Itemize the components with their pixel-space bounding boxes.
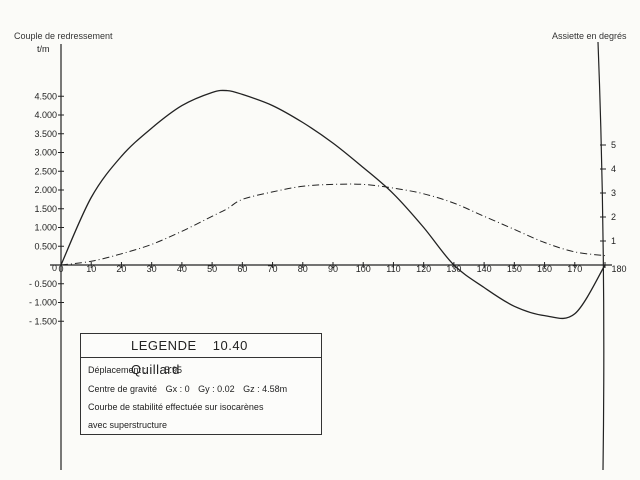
x-tick-label: 100 — [356, 264, 371, 274]
legend-note-line-1: Courbe de stabilité effectuée sur isocar… — [88, 402, 264, 412]
cog-gx: Gx : 0 — [165, 384, 190, 394]
x-tick-label: 160 — [537, 264, 552, 274]
legend-note-line-2: avec superstructure — [88, 420, 168, 430]
cog-label: Centre de gravité — [88, 384, 158, 394]
y-tick-label: 3.000 — [34, 148, 57, 158]
x-tick-label: 140 — [477, 264, 492, 274]
legend-center-of-gravity: Centre de gravité Gx : 0 Gy : 0.02 Gz : … — [88, 384, 293, 394]
right-axis-title: Assiette en degrés — [552, 31, 627, 41]
y-tick-label: - 0.500 — [29, 279, 57, 289]
x-tick-label: 40 — [177, 264, 187, 274]
chart-title: Couple de redressement — [14, 31, 113, 41]
x-tick-label: 30 — [147, 264, 157, 274]
x-tick-label: 90 — [328, 264, 338, 274]
y-tick-label: 1.000 — [34, 223, 57, 233]
y-tick-label: 4.500 — [34, 91, 57, 101]
righting-moment-curve — [60, 89, 606, 320]
deplacement-label: Déplacement : — [88, 365, 147, 375]
x-tick-label: 60 — [237, 264, 247, 274]
legend-number: 10.40 — [212, 338, 248, 353]
x-tick-label: 80 — [298, 264, 308, 274]
y-tick-label: 2.500 — [34, 166, 57, 176]
y-tick-label: 1.500 — [34, 204, 57, 214]
y-tick-label: 4.000 — [34, 110, 57, 120]
legend-deplacement: Déplacement : 5.95 — [88, 365, 188, 375]
y-tick-label: 0 — [52, 263, 57, 273]
x-tick-label: 180 — [611, 264, 626, 274]
cog-gz: Gz : 4.58m — [243, 384, 288, 394]
y-tick-label: - 1.000 — [29, 298, 57, 308]
x-tick-label: 130 — [446, 264, 461, 274]
legend-title-text: LEGENDE — [131, 338, 197, 353]
axes: 0 10 20 30 40 50 60 70 80 90 100 110 120 130 140 150 160… — [29, 41, 627, 471]
x-tick-label: 150 — [507, 264, 522, 274]
legend-title: LEGENDE 10.40 Quillard — [81, 334, 321, 377]
x-tick-label: 10 — [86, 264, 96, 274]
legend-boat-name: Quillard — [131, 362, 180, 377]
right-axis-line — [597, 41, 605, 471]
y-tick-label: 0.500 — [34, 241, 57, 251]
x-tick-label: 0 — [58, 264, 63, 274]
x-tick-label: 110 — [386, 264, 400, 274]
secondary-curve — [60, 183, 606, 266]
y-tick-label: 3.500 — [34, 129, 57, 139]
legend-box: LEGENDE 10.40 Quillard Déplacement : 5.9… — [80, 333, 322, 435]
deplacement-value: 5.95 — [164, 365, 183, 375]
y-axis-unit: t/m — [37, 44, 50, 54]
right-tick-label: 3 — [611, 188, 616, 198]
x-tick-label: 170 — [567, 264, 582, 274]
cog-gy: Gy : 0.02 — [198, 384, 235, 394]
right-tick-label: 2 — [611, 212, 616, 222]
series-group — [60, 89, 606, 320]
x-tick-label: 120 — [416, 264, 431, 274]
x-tick-label: 70 — [268, 264, 278, 274]
x-tick-label: 20 — [116, 264, 126, 274]
right-tick-label: 4 — [611, 164, 616, 174]
x-tick-label: 50 — [207, 264, 217, 274]
right-tick-label: 5 — [611, 140, 616, 150]
y-tick-label: - 1.500 — [29, 316, 57, 326]
right-tick-label: 1 — [611, 236, 616, 246]
y-tick-label: 2.000 — [34, 185, 57, 195]
